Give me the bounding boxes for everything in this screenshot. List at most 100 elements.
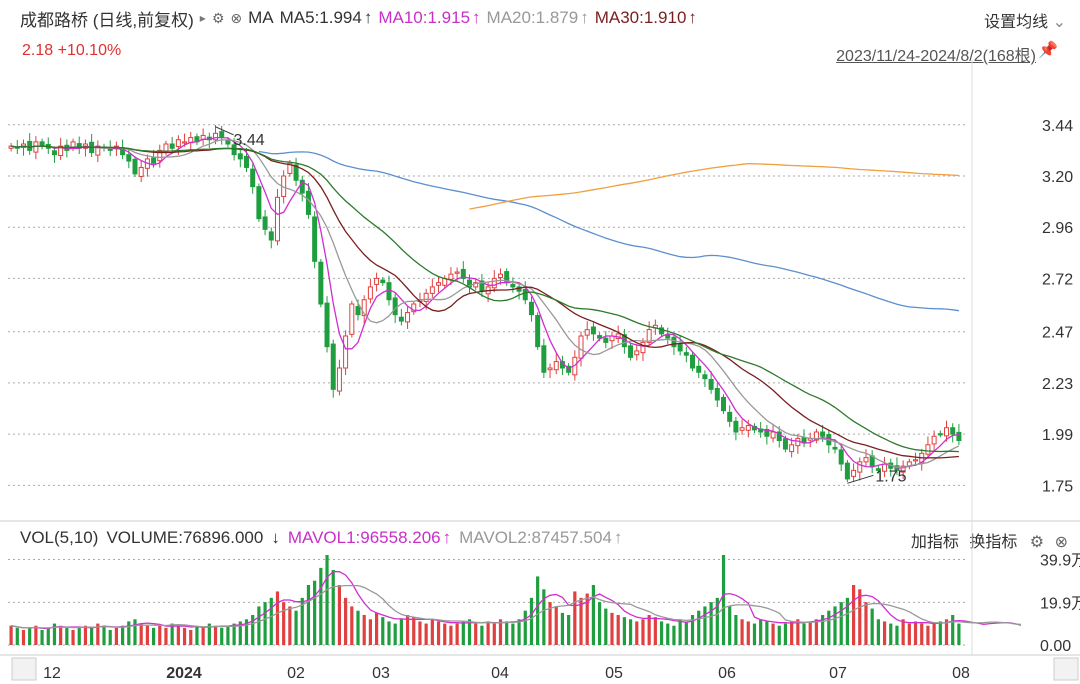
volume-bar (474, 623, 478, 645)
ma30-arrow: ↑ (688, 8, 697, 27)
volume-bar (331, 570, 335, 645)
candle-body (374, 277, 380, 285)
price-tick-label: 3.20 (1042, 169, 1073, 186)
volume-bar (387, 621, 391, 645)
volume-bar (257, 606, 261, 645)
ma10-line (10, 139, 960, 469)
candle-body (460, 268, 466, 279)
ma5-line (10, 136, 959, 469)
candle-body (640, 341, 646, 354)
candle-body (305, 190, 311, 215)
volume-bar (170, 623, 174, 645)
candle-body (151, 157, 157, 164)
volume-bar (759, 619, 763, 645)
volume-bar (121, 625, 125, 645)
gear-icon[interactable]: ⚙ (1029, 534, 1045, 551)
candle-body (900, 465, 906, 473)
volume-bar (189, 630, 193, 645)
add-indicator-button[interactable]: 加指标 (910, 534, 959, 551)
candle-body (522, 288, 528, 301)
candle-body (491, 277, 497, 289)
volume-bar (913, 621, 918, 645)
volume-bar (288, 606, 292, 645)
mavol1-line (10, 571, 1022, 629)
volume-bar (21, 630, 26, 645)
chart-header: 成都路桥 (日线,前复权) ▸ ⚙ ⊗ MA MA5:1.994 ↑ MA10:… (20, 6, 703, 30)
high-arrow (215, 126, 234, 136)
volume-bar (771, 623, 775, 645)
volume-bar (430, 619, 434, 645)
date-range[interactable]: 2023/11/24-2024/8/2(168根) (836, 48, 1036, 65)
candle-body (590, 326, 596, 335)
high-annotation: 3.44 (234, 132, 265, 149)
candle-body (950, 427, 956, 435)
gear-icon[interactable]: ⚙ (211, 9, 225, 26)
candle-body (355, 306, 361, 316)
volume-bar (746, 621, 750, 645)
volume-bar (96, 623, 100, 645)
candle-body (541, 345, 547, 373)
volume-bar (529, 597, 534, 645)
candle-body (361, 299, 367, 317)
volume-bar (486, 621, 490, 645)
volume-bar (585, 593, 589, 645)
volume-bar (325, 555, 329, 645)
volume-bar (251, 615, 255, 645)
volume-bar (783, 623, 788, 645)
volume-bar (765, 621, 769, 645)
stock-name[interactable]: 成都路桥 (日线,前复权) (20, 10, 194, 30)
volume-bar (858, 589, 862, 645)
volume-bar (405, 615, 410, 645)
volume-bar (492, 623, 496, 645)
candle-body (782, 438, 788, 450)
vol-params: VOL(5,10) (20, 528, 99, 547)
volume-bar (944, 619, 949, 645)
volume-bar (461, 621, 465, 645)
ma-settings-label: 设置均线 (984, 14, 1049, 31)
price-tick-label: 2.23 (1042, 376, 1073, 393)
candle-body (628, 345, 634, 358)
candle-body (702, 374, 708, 380)
close-icon[interactable]: ⊗ (230, 9, 243, 26)
candle-body (392, 297, 398, 316)
candle-body (659, 327, 665, 335)
volume-bar (752, 623, 757, 645)
candle-body (429, 286, 435, 294)
volume-bar (598, 602, 602, 645)
candle-body (745, 425, 751, 431)
candle-body (324, 302, 330, 348)
candle-body (448, 273, 454, 280)
volume-bar (554, 606, 558, 645)
volume-bar (83, 625, 88, 645)
volume-bar (449, 625, 453, 645)
volume-bar (46, 627, 50, 645)
volume-bar (777, 625, 781, 645)
volume-bar (901, 619, 905, 645)
volume-bar (139, 623, 143, 645)
scroll-left-button (11, 657, 37, 681)
candle-body (528, 301, 534, 316)
candle-body (256, 186, 262, 220)
volume-bar (870, 608, 874, 645)
ma5-arrow: ↑ (363, 8, 373, 27)
switch-indicator-button[interactable]: 换指标 (969, 534, 1018, 551)
volume-bar (709, 602, 713, 645)
candle-body (398, 316, 404, 322)
volume-bar (480, 625, 484, 645)
volume-bar (40, 630, 44, 645)
last-price: 2.18 (22, 42, 54, 59)
ma-settings-button[interactable]: 设置均线 ⌄ (984, 8, 1066, 32)
volume-bar (926, 625, 930, 645)
volume-bar (591, 585, 596, 645)
close-icon[interactable]: ⊗ (1054, 534, 1068, 551)
volume-bar (666, 623, 670, 645)
candle-body (293, 164, 299, 181)
candle-body (405, 312, 411, 323)
expand-arrow[interactable]: ▸ (199, 11, 206, 25)
volume-bar (796, 619, 800, 645)
volume-bar (263, 602, 267, 645)
pin-icon[interactable]: 📌 (1038, 42, 1058, 59)
x-tick-label: 08 (952, 665, 970, 682)
volume-bar (176, 625, 180, 645)
